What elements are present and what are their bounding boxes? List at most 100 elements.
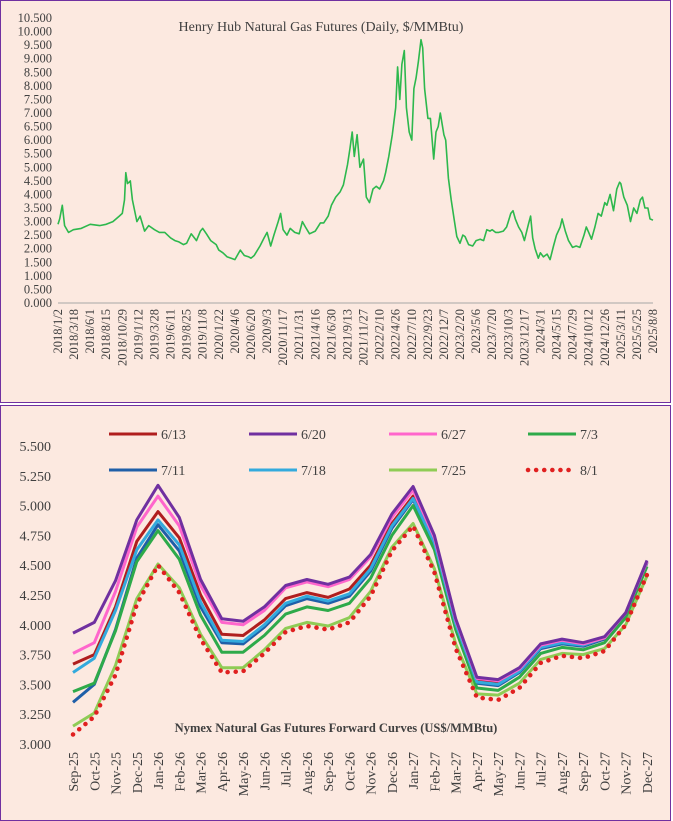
price-series-line <box>57 38 654 261</box>
y-tick-label: 10.500 <box>18 11 52 25</box>
y-tick-label: 5.000 <box>24 160 52 174</box>
series-line-6-20 <box>72 483 649 682</box>
x-tick-label: Nov-26 <box>365 752 380 795</box>
x-tick-label: 2022/4/26 <box>389 309 403 360</box>
x-tick-label: Sep-25 <box>67 752 82 792</box>
x-tick-label: Jan-26 <box>152 752 167 789</box>
x-tick-label: 2020/4/6 <box>228 309 242 353</box>
y-tick-label: 6.000 <box>24 133 52 147</box>
legend-label: 7/11 <box>161 464 185 479</box>
x-tick-label: 2019/3/28 <box>147 309 161 360</box>
series-line-7-25 <box>72 522 649 728</box>
y-tick-label: 9.000 <box>24 52 52 66</box>
y-tick-label: 3.750 <box>20 649 52 664</box>
x-tick-label: 2019/6/11 <box>164 309 178 359</box>
x-tick-label: May-27 <box>492 752 507 796</box>
y-tick-label: 0.500 <box>24 282 52 296</box>
x-tick-label: 2024/5/15 <box>550 309 564 360</box>
forward-curves-chart: Nymex Natural Gas Futures Forward Curves… <box>20 428 657 796</box>
x-tick-label: Apr-26 <box>216 752 231 792</box>
x-tick-label: 2022/12/7 <box>437 309 451 360</box>
x-tick-label: 2022/9/23 <box>421 309 435 360</box>
y-tick-label: 5.250 <box>20 470 52 485</box>
chart-title: Nymex Natural Gas Futures Forward Curves… <box>175 721 498 735</box>
x-tick-label: Dec-25 <box>131 752 146 793</box>
y-tick-label: 5.500 <box>24 147 52 161</box>
y-tick-label: 6.500 <box>24 120 52 134</box>
x-tick-label: 2019/8/25 <box>180 309 194 360</box>
x-tick-label: May-26 <box>237 752 252 796</box>
x-tick-label: Oct-25 <box>88 752 103 791</box>
x-tick-label: 2020/1/22 <box>212 309 226 360</box>
y-tick-label: 5.500 <box>20 440 52 455</box>
y-tick-label: 4.500 <box>24 174 52 188</box>
y-tick-label: 4.750 <box>20 529 52 544</box>
x-tick-label: 2021/9/13 <box>340 309 354 360</box>
legend-label: 6/13 <box>161 428 186 443</box>
x-tick-label: 2020/11/17 <box>276 309 290 365</box>
legend-label: 6/27 <box>441 428 466 443</box>
y-tick-label: 3.000 <box>24 215 52 229</box>
series-line-7-18 <box>72 496 649 686</box>
x-tick-label: 2022/2/10 <box>373 309 387 360</box>
x-tick-label: 2023/5/6 <box>469 309 483 353</box>
x-tick-label: 2018/3/18 <box>67 309 81 360</box>
x-tick-label: 2018/8/15 <box>99 309 113 360</box>
x-tick-label: 2021/11/27 <box>357 309 371 365</box>
x-tick-label: 2024/7/29 <box>566 309 580 360</box>
x-tick-label: 2024/10/12 <box>582 309 596 366</box>
x-tick-label: 2023/12/17 <box>517 309 531 366</box>
y-tick-label: 1.500 <box>24 255 52 269</box>
x-tick-label: Jul-27 <box>535 752 550 787</box>
henry-hub-chart: Henry Hub Natural Gas Futures (Daily, $/… <box>18 11 660 366</box>
x-tick-label: Jan-27 <box>407 752 422 789</box>
legend-label: 7/18 <box>301 464 326 479</box>
x-tick-label: 2021/6/30 <box>324 309 338 360</box>
y-tick-label: 3.000 <box>20 738 52 753</box>
x-tick-label: Mar-27 <box>450 752 465 794</box>
y-tick-label: 0.000 <box>24 296 52 310</box>
x-tick-label: 2023/2/20 <box>453 309 467 360</box>
x-tick-label: Aug-27 <box>556 752 571 795</box>
legend-label: 7/3 <box>580 428 598 443</box>
x-tick-label: 2024/12/26 <box>598 309 612 366</box>
x-tick-label: 2018/6/1 <box>83 309 97 353</box>
y-tick-label: 2.000 <box>24 242 52 256</box>
y-tick-label: 3.250 <box>20 708 52 723</box>
legend-label: 6/20 <box>301 428 326 443</box>
legend-label: 8/1 <box>580 464 598 479</box>
x-tick-label: 2019/1/12 <box>131 309 145 360</box>
henry-hub-chart-panel: Henry Hub Natural Gas Futures (Daily, $/… <box>0 0 671 403</box>
x-tick-label: Oct-26 <box>343 752 358 791</box>
x-tick-label: Aug-26 <box>301 752 316 795</box>
y-tick-label: 5.000 <box>20 500 52 515</box>
y-tick-label: 2.500 <box>24 228 52 242</box>
y-tick-label: 10.000 <box>18 25 52 39</box>
y-tick-label: 7.000 <box>24 106 52 120</box>
x-tick-label: 2020/6/20 <box>244 309 258 360</box>
x-tick-label: Oct-27 <box>598 752 613 791</box>
x-tick-label: 2022/7/10 <box>405 309 419 360</box>
x-tick-label: Mar-26 <box>195 752 210 794</box>
series-line-8-1 <box>70 521 650 737</box>
x-tick-label: Feb-27 <box>428 752 443 792</box>
forward-curves-chart-panel: Nymex Natural Gas Futures Forward Curves… <box>0 405 671 821</box>
chart-title: Henry Hub Natural Gas Futures (Daily, $/… <box>179 20 464 35</box>
x-tick-label: Jun-27 <box>513 752 528 790</box>
y-tick-label: 9.500 <box>24 38 52 52</box>
x-tick-label: 2018/1/2 <box>51 309 65 353</box>
legend-label: 7/25 <box>441 464 466 479</box>
series-line-7-3 <box>72 504 649 693</box>
x-tick-label: 2023/7/20 <box>485 309 499 360</box>
y-tick-label: 1.000 <box>24 269 52 283</box>
x-tick-label: Feb-26 <box>173 752 188 792</box>
x-tick-label: 2024/3/1 <box>533 309 547 353</box>
y-tick-label: 8.000 <box>24 79 52 93</box>
x-tick-label: 2020/9/3 <box>260 309 274 353</box>
x-tick-label: Apr-27 <box>471 752 486 792</box>
x-tick-label: Dec-26 <box>386 752 401 793</box>
y-tick-label: 4.000 <box>24 187 52 201</box>
x-tick-label: Jul-26 <box>280 752 295 787</box>
x-tick-label: Sep-26 <box>322 752 337 792</box>
y-tick-label: 3.500 <box>20 678 52 693</box>
